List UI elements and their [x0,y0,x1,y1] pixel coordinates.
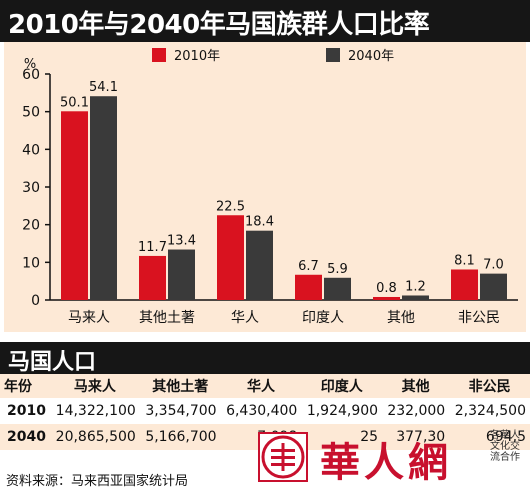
x-tick-label: 马来人 [68,310,110,326]
bar-2040 [90,96,117,300]
table-header-cell: 华人 [220,374,302,398]
table-cell: 3,354,700 [139,398,221,424]
x-tick-label: 其他 [387,310,415,326]
data-label: 50.1 [60,95,89,110]
data-label: 1.2 [405,279,426,294]
table-cell: 5,166,700 [139,424,221,450]
x-tick-label: 华人 [231,310,259,326]
x-tick-label: 印度人 [302,310,344,326]
title-bar: 2010年与2040年马国族群人口比率 [0,0,530,42]
table-cell: 25 [301,424,383,450]
bar-2040 [168,249,195,300]
table-cell: 2,324,500 [449,398,530,424]
table-header-cell: 非公民 [449,374,530,398]
data-label: 13.4 [167,234,196,249]
table-header-cell: 印度人 [301,374,383,398]
bar-2040 [246,230,273,300]
legend-swatch [152,48,166,62]
data-label: 11.7 [138,240,167,255]
table-header-cell: 马来人 [50,374,140,398]
bar-2010 [61,111,88,300]
data-label: 54.1 [89,80,118,95]
population-title-bar: 马国人口 [0,342,530,375]
table-cell: 232,000 [382,398,450,424]
data-label: 6.7 [298,259,319,274]
table-header-cell: 其他土著 [139,374,221,398]
data-label: 18.4 [245,215,274,230]
watermark-name: 華人網 [320,439,452,486]
bar-2010 [451,269,478,300]
y-tick-label: 10 [22,255,40,271]
table-cell: 694,5 [449,424,530,450]
population-table: 年份 马来人 其他土著 华人 印度人 其他 非公民 2010 14,322,10… [0,374,530,450]
bar-2010 [295,274,322,300]
y-axis-label: % [24,57,36,72]
data-label: 7.0 [483,258,504,273]
table-cell: 20,865,500 [50,424,140,450]
bar-2010 [139,255,166,300]
table-cell: 6,430,400 [220,398,302,424]
source-note: 资料来源：马来西亚国家统计局 [6,474,189,489]
legend-label: 2040年 [348,49,394,64]
y-tick-label: 0 [31,293,40,309]
chart-title: 2010年与2040年马国族群人口比率 [8,10,430,40]
bar-2010 [373,296,400,300]
table-cell-year: 2010 [0,398,50,424]
table-cell: 377,30 [382,424,450,450]
data-label: 0.8 [376,281,397,296]
data-label: 8.1 [454,253,475,268]
legend-label: 2010年 [174,49,220,64]
chart-panel: 0 10 20 30 40 50 60% 2010年 2040年 50.1 54.1 马来人 11.7 1… [4,42,526,332]
y-tick-label: 60 [22,67,40,83]
bar-2040 [480,273,507,300]
table-header-cell: 其他 [382,374,450,398]
x-tick-label: 非公民 [458,310,500,326]
table-cell: 14,322,100 [50,398,140,424]
table-header-cell: 年份 [0,374,50,398]
seal-icon [258,432,308,482]
table-row: 2010 14,322,100 3,354,700 6,430,400 1,92… [0,398,530,424]
table-header-row: 年份 马来人 其他土著 华人 印度人 其他 非公民 [0,374,530,398]
table-cell-year: 2040 [0,424,50,450]
y-tick-label: 20 [22,218,40,234]
population-title: 马国人口 [8,350,97,375]
legend-swatch [326,48,340,62]
bar-2010 [217,215,244,300]
watermark-slogan: 各華人文化交流合作 [490,430,520,463]
bar-2040 [402,295,429,300]
data-label: 22.5 [216,199,245,214]
watermark-logo: 華人網 各華人文化交流合作 [258,428,528,488]
y-tick-label: 50 [22,105,40,121]
y-tick-label: 30 [22,180,40,196]
x-tick-label: 其他土著 [139,310,195,326]
table-cell: 1,924,900 [301,398,383,424]
bar-2040 [324,277,351,300]
y-tick-label: 40 [22,142,40,158]
data-label: 5.9 [327,262,348,277]
